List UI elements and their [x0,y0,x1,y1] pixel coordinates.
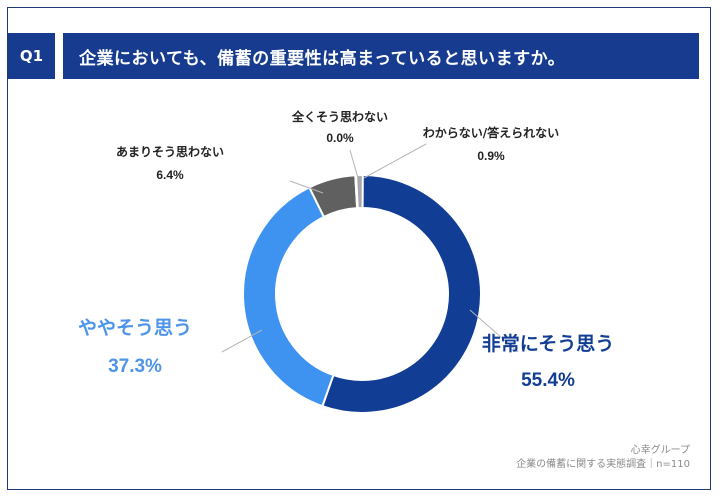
question-number-badge: Q1 [8,33,55,79]
donut-slice-dont-know [355,174,364,210]
value-label-not-really: 6.4% [156,168,184,182]
value-label-dont-know: 0.9% [477,149,505,163]
category-label-not-really: あまりそう思わない [116,145,224,159]
donut-slice-somewhat-agree [242,185,335,408]
source-survey: 企業の備蓄に関する実態調査｜n=110 [516,459,690,470]
category-label-dont-know: わからない/答えられない [423,125,559,140]
donut-slice-very-much-agree [321,173,482,414]
leader-line-not-at-all [349,149,359,179]
source-note: 心幸グループ 企業の備蓄に関する実態調査｜n=110 [516,444,690,472]
leader-line-not-really [289,180,324,194]
category-label-very-much-agree: 非常にそう思う [482,332,615,355]
value-label-somewhat-agree: 37.3% [108,356,162,377]
category-label-not-at-all: 全くそう思わない [291,109,388,124]
leader-line-dont-know [363,143,427,179]
value-label-very-much-agree: 55.4% [521,370,575,391]
category-label-somewhat-agree: ややそう思う [78,317,192,339]
value-label-not-at-all: 0.0% [326,131,354,145]
leader-line-very-much-agree [469,309,519,353]
source-company: 心幸グループ [630,445,690,456]
leader-line-somewhat-agree [221,329,263,353]
question-title: 企業においても、備蓄の重要性は高まっていると思いますか。 [63,33,699,79]
